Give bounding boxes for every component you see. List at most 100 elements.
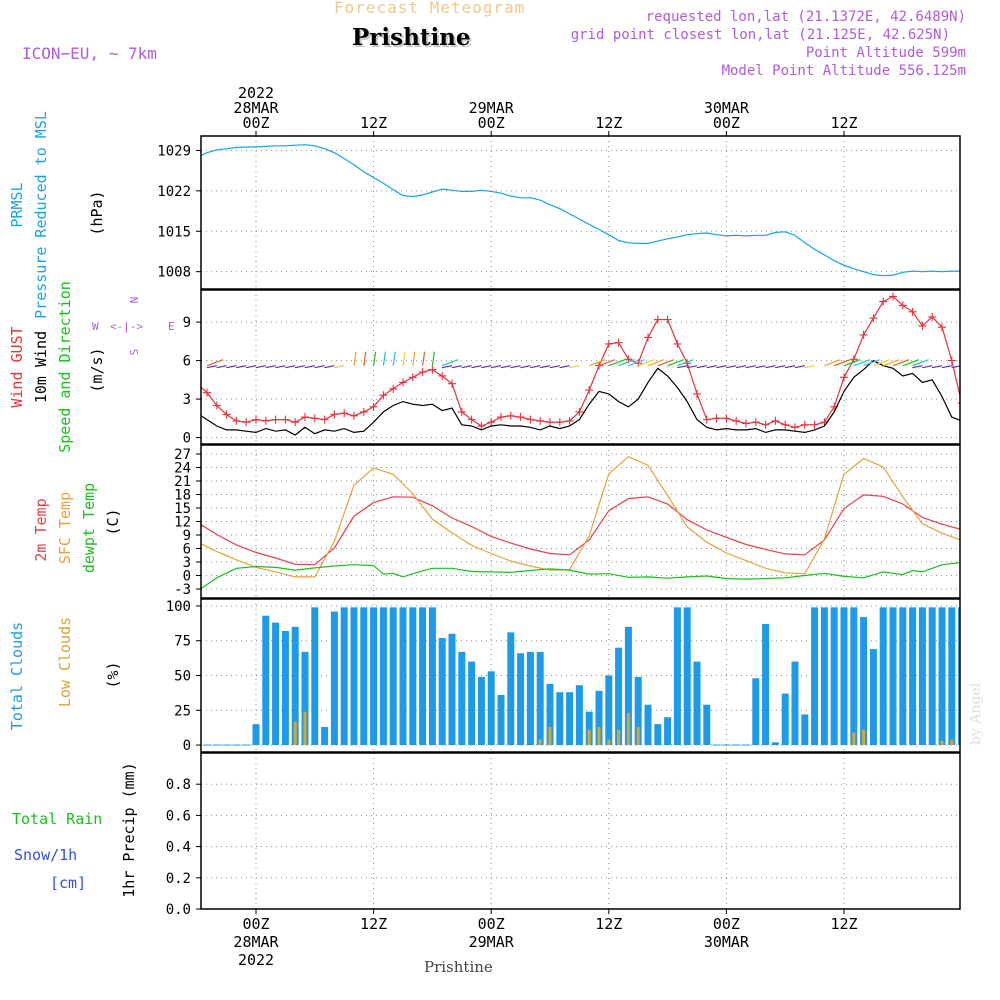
wind-direction-arrow [843,359,861,367]
wind-direction-arrow [873,359,890,367]
precip-y-tick-label: 0.6 [166,808,191,824]
time-axis-top-label: 00Z [713,114,740,132]
wind-gust-marker [604,339,613,348]
wind-gust-marker [222,410,231,419]
wind-direction-arrow [863,359,880,367]
wind-direction-arrow [382,351,386,366]
total-clouds-bar [575,685,583,746]
wind-gust-marker [271,415,280,424]
wind-direction-arrow [569,365,580,369]
temp-dewpt-label: dewpt Temp [80,483,98,573]
total-clouds-bar [585,711,593,746]
time-axis-bottom-label: 12Z [830,915,857,933]
wind-gust-marker [506,411,515,420]
wind-direction-arrow [912,365,923,369]
clouds-y-tick-label: 75 [174,634,191,650]
wind-direction-label: Speed and Direction [56,281,74,453]
compass-south: S [128,349,141,356]
total-clouds-bar [389,607,397,746]
product-title: Forecast Meteogram [334,0,526,17]
wind-direction-arrow [696,365,707,369]
wind-gust-marker [722,414,731,423]
wind-gust-marker [879,297,888,306]
total-clouds-bar [634,676,642,746]
total-clouds-bar [526,651,534,746]
wind-direction-arrow [716,365,727,369]
grid-point-coordinates: grid point closest lon,lat (21.125E, 42.… [570,27,950,43]
wind-direction-arrow [833,359,851,367]
wind-direction-arrow [451,365,462,369]
temperature-y-tick-label: 24 [174,461,191,477]
low-clouds-bar [617,729,621,746]
wind-gust-marker [938,323,946,332]
wind-gust-marker [575,407,584,416]
wind-direction-arrow [824,359,841,367]
precip-unit-label: 1hr Precip (mm) [120,762,138,897]
total-clouds-bar [291,626,299,746]
wind-direction-arrow [922,365,933,369]
time-axis-bottom-label: 29MAR [469,933,515,951]
total-clouds-bar [879,607,887,746]
time-axis-bottom-label: 12Z [595,915,622,933]
wind-gust-marker [663,315,672,324]
wind-gust-marker [791,423,799,432]
wind-gust-marker [448,379,456,388]
low-clouds-bar [538,739,542,746]
pressure-y-tick-label: 1008 [157,265,191,281]
temperature-y-tick-label: 21 [174,474,191,490]
total-clouds-bar [340,607,348,746]
wind-direction-arrow [314,365,325,369]
total-clouds-bar [948,607,956,746]
wind-y-tick-label: 0 [183,431,191,447]
wind-direction-arrow [549,365,560,369]
low-clouds-bar [548,726,552,746]
wind-direction-arrow [794,365,805,369]
temperature-panel-frame [200,444,961,599]
total-clouds-bar [624,626,632,746]
total-clouds-bar [654,724,662,746]
total-clouds-bar [830,607,838,746]
wind-gust-marker [330,410,339,419]
total-clouds-bar [644,704,652,746]
wind-direction-arrow [392,351,396,366]
total-clouds-bar [438,637,446,746]
wind-direction-arrow [520,365,531,369]
wind-gust-marker [438,371,447,380]
low-clouds-bar [626,713,630,746]
wind-direction-arrow [334,365,345,369]
footer-location: Prishtine [424,958,493,976]
wind-gust-marker [487,418,496,427]
temperature-y-tick-label: -3 [174,582,191,598]
total-clouds-bar [860,617,868,746]
total-clouds-bar [693,661,701,746]
time-axis-bottom-label: 00Z [242,915,269,933]
wind-gust-marker [389,384,398,393]
total-clouds-label: Total Clouds [8,622,26,730]
temperature-y-tick-label: 9 [183,528,191,544]
wind-direction-arrow [461,365,472,369]
wind-gust-marker [859,330,868,339]
temperature-y-tick-label: 3 [183,555,191,571]
wind-direction-arrow [206,359,224,367]
wind-direction-arrow [588,359,606,367]
wind-direction-arrow [197,352,199,366]
time-axis-bottom-label: 12Z [360,915,387,933]
wind-gust-marker [477,422,486,431]
wind-direction-arrow [245,365,257,369]
wind-panel-frame [200,289,961,445]
total-clouds-bar [615,647,623,746]
wind-gust-marker [565,416,574,425]
wind-direction-arrow [775,365,786,369]
wind-direction-arrow [677,359,694,367]
total-clouds-bar [683,607,691,746]
total-clouds-bar [928,607,936,746]
wind-10m-label: 10m Wind [32,331,50,403]
total-clouds-bar [370,607,378,746]
wind-direction-arrow [745,365,756,369]
total-clouds-bar [360,607,368,746]
precip-y-tick-label: 0.8 [166,777,191,793]
wind-gust-marker [516,413,525,422]
wind-gust-marker [291,418,300,427]
wind-direction-arrow [216,365,227,369]
wind-gust-marker [653,315,662,324]
